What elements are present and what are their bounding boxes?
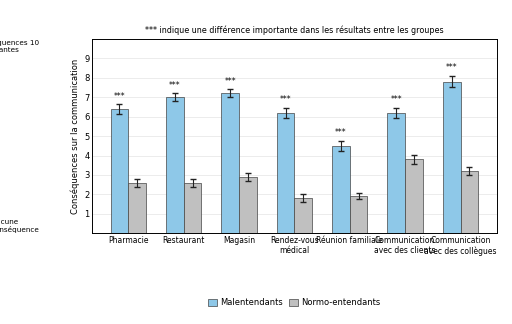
Text: ***: *** — [446, 63, 458, 72]
Text: ***: *** — [335, 128, 347, 137]
Bar — [184, 183, 201, 233]
Bar — [388, 113, 405, 233]
Bar — [221, 93, 239, 233]
Text: ***: *** — [280, 95, 291, 104]
Text: ***: *** — [391, 95, 402, 104]
Bar — [332, 146, 350, 233]
Bar — [405, 159, 423, 233]
Text: *** indique une différence importante dans les résultats entre les groupes: *** indique une différence importante da… — [145, 26, 444, 35]
Bar — [294, 198, 312, 233]
Text: Aucune
conséquence: Aucune conséquence — [0, 219, 39, 233]
Legend: Malentendants, Normo-entendants: Malentendants, Normo-entendants — [205, 295, 383, 311]
Text: ***: *** — [224, 77, 236, 86]
Bar — [276, 113, 294, 233]
Text: ***: *** — [169, 81, 181, 90]
Text: Conséquences 10
importantes: Conséquences 10 importantes — [0, 39, 39, 53]
Bar — [129, 183, 146, 233]
Bar — [239, 177, 257, 233]
Text: ***: *** — [114, 91, 125, 100]
Bar — [460, 171, 478, 233]
Y-axis label: Conséquences sur la communication: Conséquences sur la communication — [70, 58, 80, 214]
Bar — [443, 82, 460, 233]
Bar — [111, 109, 129, 233]
Bar — [350, 196, 368, 233]
Bar — [166, 97, 184, 233]
